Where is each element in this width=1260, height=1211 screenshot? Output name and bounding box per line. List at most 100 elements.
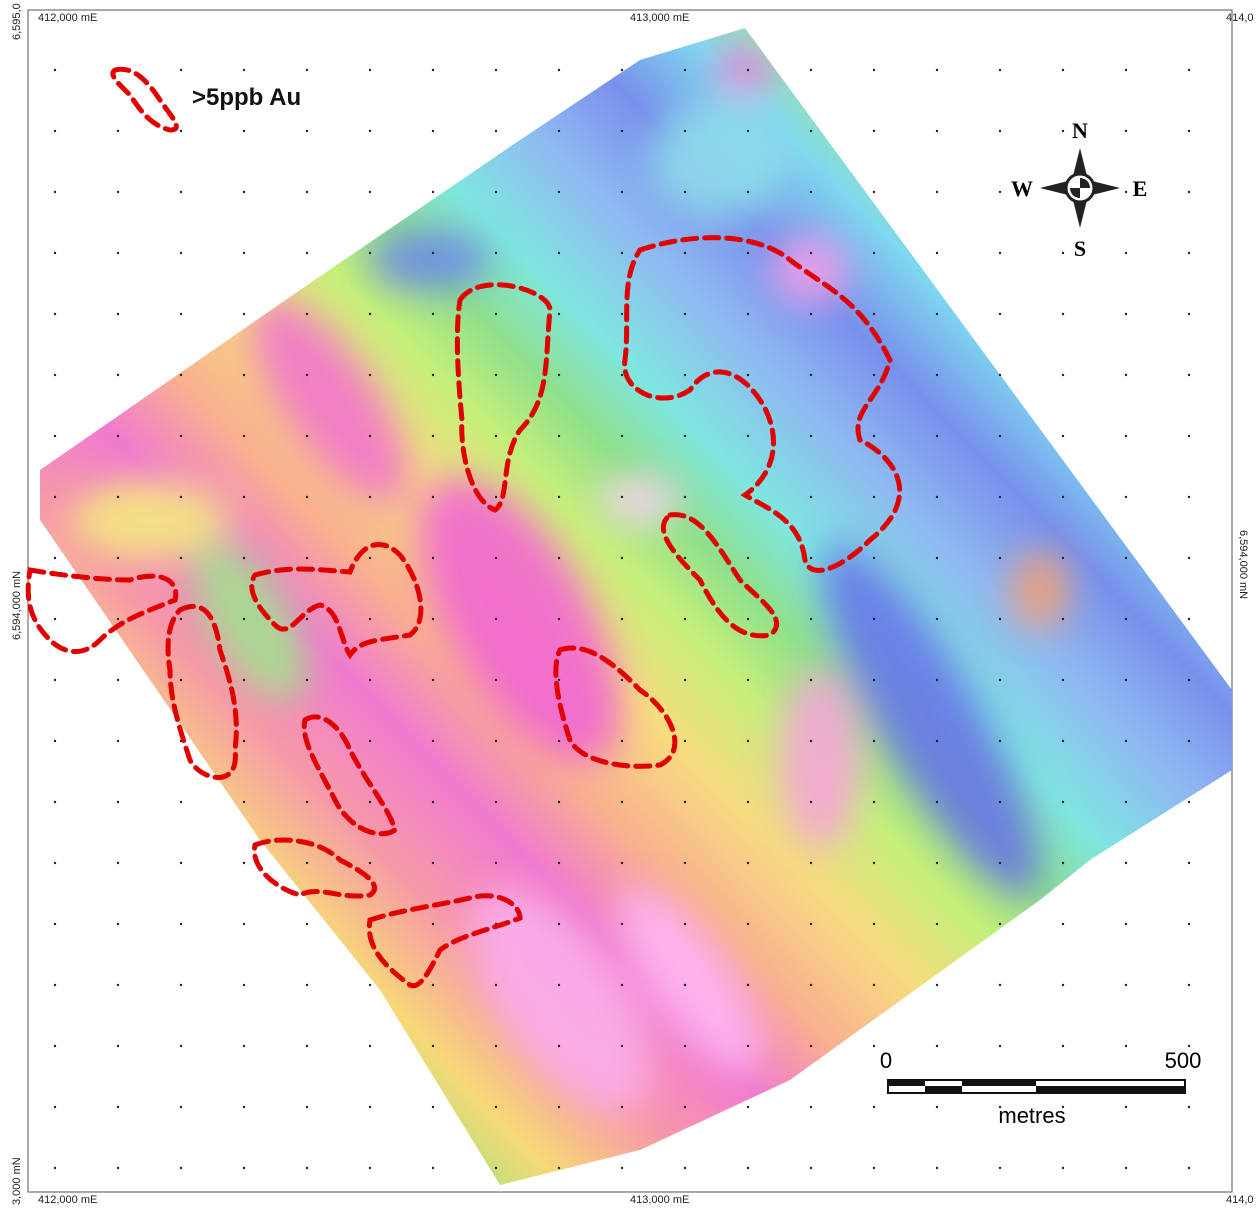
sample-point [684,801,686,803]
sample-point [54,557,56,559]
sample-point [747,130,749,132]
sample-point [495,191,497,193]
sample-point [54,1167,56,1169]
sample-point [1188,252,1190,254]
sample-point [684,435,686,437]
sample-point [1188,435,1190,437]
sample-point [1062,374,1064,376]
sample-point [1062,435,1064,437]
sample-point [684,1106,686,1108]
sample-point [495,1106,497,1108]
sample-point [432,496,434,498]
sample-point [180,679,182,681]
sample-point [1062,984,1064,986]
sample-point [117,740,119,742]
sample-point [621,740,623,742]
sample-point [1125,252,1127,254]
sample-point [243,496,245,498]
sample-point [1125,984,1127,986]
sample-point [873,557,875,559]
sample-point [999,801,1001,803]
sample-point [432,862,434,864]
sample-point [684,252,686,254]
sample-point [1125,801,1127,803]
sample-point [1188,191,1190,193]
sample-point [306,618,308,620]
sample-point [117,984,119,986]
sample-point [621,618,623,620]
sample-point [432,1106,434,1108]
sample-point [117,801,119,803]
sample-point [432,801,434,803]
sample-point [180,1045,182,1047]
sample-point [432,923,434,925]
sample-point [180,1106,182,1108]
sample-point [936,679,938,681]
sample-point [117,374,119,376]
sample-point [873,435,875,437]
compass-e: E [1133,176,1148,201]
sample-point [495,557,497,559]
sample-point [243,69,245,71]
sample-point [1125,130,1127,132]
sample-point [1188,740,1190,742]
sample-point [180,557,182,559]
grid-label-left: 3,000 mN [11,1157,23,1205]
sample-point [999,313,1001,315]
sample-point [180,69,182,71]
sample-point [243,557,245,559]
sample-point [369,1045,371,1047]
sample-point [369,984,371,986]
sample-point [621,984,623,986]
sample-point [1188,801,1190,803]
sample-point [180,496,182,498]
sample-point [180,313,182,315]
sample-point [1062,496,1064,498]
sample-point [495,1045,497,1047]
sample-point [54,69,56,71]
sample-point [180,801,182,803]
sample-point [747,435,749,437]
sample-point [747,679,749,681]
sample-point [747,1167,749,1169]
sample-point [495,69,497,71]
sample-point [684,1167,686,1169]
sample-point [369,496,371,498]
sample-point [558,984,560,986]
sample-point [936,69,938,71]
sample-point [54,496,56,498]
sample-point [495,862,497,864]
sample-point [495,374,497,376]
grid-label-left: 6,594,000 mN [11,571,23,640]
sample-point [936,191,938,193]
sample-point [999,984,1001,986]
sample-point [936,252,938,254]
sample-point [810,313,812,315]
sample-point [999,557,1001,559]
sample-point [1188,862,1190,864]
sample-point [999,740,1001,742]
sample-point [495,496,497,498]
sample-point [810,679,812,681]
sample-point [1062,1045,1064,1047]
sample-point [306,679,308,681]
sample-point [747,252,749,254]
sample-point [873,1167,875,1169]
scale-unit: metres [998,1103,1065,1128]
sample-point [1062,557,1064,559]
sample-point [180,435,182,437]
sample-point [684,69,686,71]
sample-point [936,862,938,864]
sample-point [243,923,245,925]
sample-point [54,679,56,681]
sample-point [873,374,875,376]
sample-point [873,191,875,193]
sample-point [54,740,56,742]
sample-point [117,1045,119,1047]
sample-point [810,1045,812,1047]
sample-point [621,1106,623,1108]
sample-point [999,191,1001,193]
sample-point [369,740,371,742]
sample-point [117,313,119,315]
sample-point [810,191,812,193]
